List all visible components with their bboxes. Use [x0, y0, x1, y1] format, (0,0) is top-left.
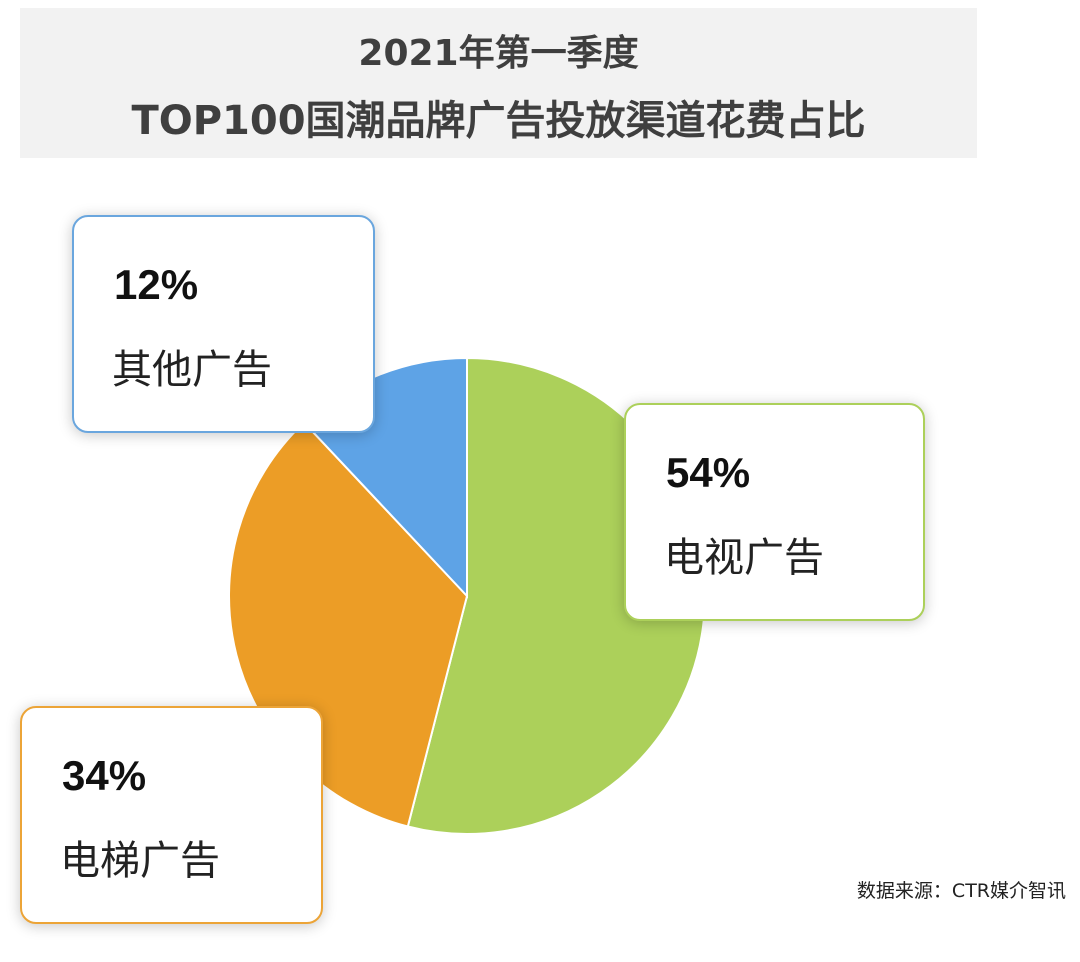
slice-category-label-elevator: 电梯广告	[60, 838, 220, 884]
callout-other: 12% 其他广告	[72, 215, 375, 433]
slice-value-label-elevator: 34%	[62, 752, 147, 799]
title-band: 2021年第一季度 TOP100国潮品牌广告投放渠道花费占比	[20, 8, 977, 158]
callout-tv: 54% 电视广告	[624, 403, 925, 621]
slice-category-label-tv: 电视广告	[664, 535, 824, 581]
chart-title-line-1: 2021年第一季度	[358, 33, 639, 74]
data-source-note: 数据来源：CTR媒介智讯	[856, 880, 1066, 902]
slice-value-label-other: 12%	[114, 261, 199, 308]
chart-title-line-2: TOP100国潮品牌广告投放渠道花费占比	[131, 98, 866, 144]
slice-category-label-other: 其他广告	[112, 347, 272, 393]
slice-value-label-tv: 54%	[666, 449, 751, 496]
callout-elevator: 34% 电梯广告	[20, 706, 323, 924]
